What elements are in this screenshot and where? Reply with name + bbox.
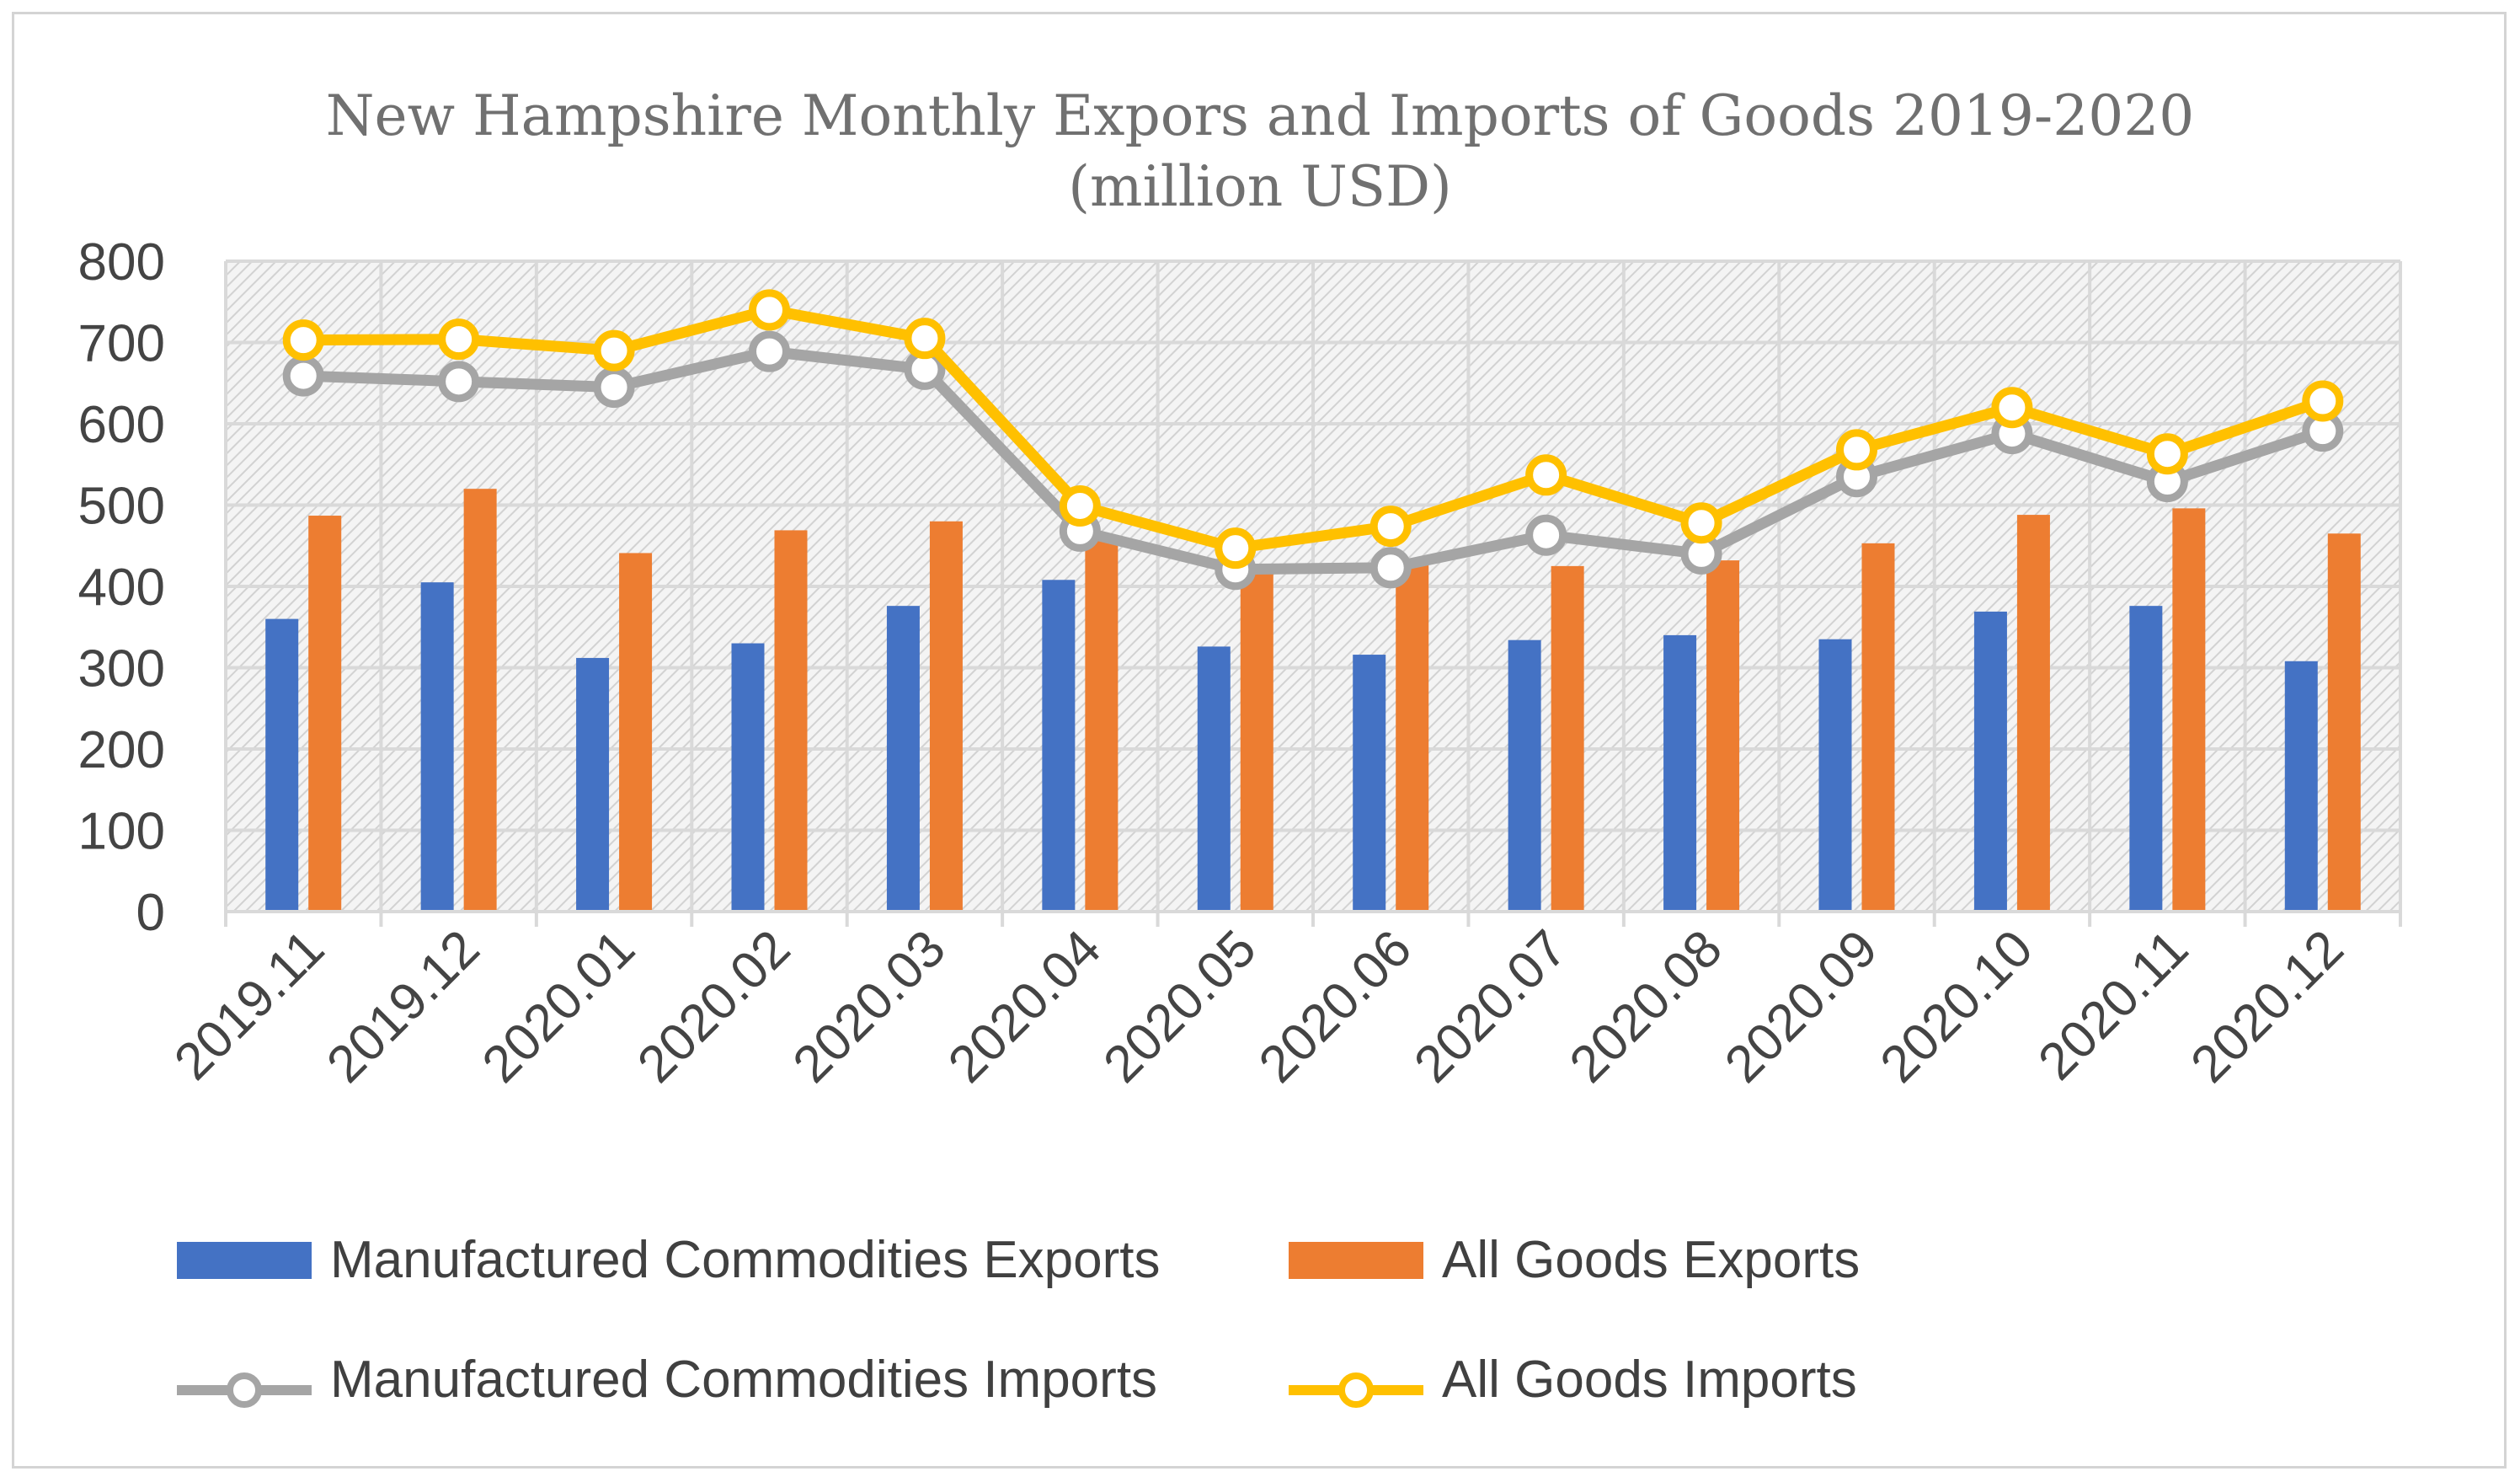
marker-all-imports	[1525, 454, 1567, 496]
legend-label-all-exports: All Goods Exports	[1442, 1231, 1861, 1289]
marker-all-imports	[1215, 527, 1257, 570]
bar-all-exports	[619, 553, 653, 912]
line-all-imports	[297, 304, 2329, 554]
bar-all-exports	[929, 521, 963, 912]
legend-swatch-mfg-imports	[177, 1362, 312, 1408]
legend-label-mfg-exports: Manufactured Commodities Exports	[330, 1231, 1161, 1289]
bar-mfg-exports	[576, 657, 610, 912]
bar-all-exports	[774, 530, 808, 912]
marker-mfg-imports	[1525, 514, 1567, 556]
x-tick-label: 2020.08	[1559, 919, 1733, 1094]
bar-mfg-exports	[1042, 580, 1076, 912]
bar-mfg-exports	[1197, 646, 1231, 912]
y-axis: 0 100 200 300 400 500 600 700 800	[78, 233, 165, 942]
chart-title: New Hampshire Monthly Expors and Imports…	[0, 81, 2520, 222]
bar-mfg-exports	[731, 643, 765, 912]
bar-mfg-exports	[2284, 661, 2318, 912]
marker-all-imports	[438, 318, 480, 361]
bar-all-exports	[1706, 560, 1740, 912]
bar-mfg-exports	[1663, 634, 1697, 912]
x-tick-label: 2020.10	[1870, 919, 2044, 1094]
x-tick-label: 2020.07	[1403, 919, 1578, 1094]
bar-mfg-exports	[2129, 606, 2163, 912]
bar-all-exports	[1396, 563, 1429, 912]
bar-mfg-exports	[1353, 655, 1386, 912]
y-tick-label: 600	[78, 396, 165, 454]
marker-mfg-imports	[438, 361, 480, 403]
legend-item-mfg-exports: Manufactured Commodities Exports	[177, 1230, 1161, 1290]
bar-all-exports	[1085, 539, 1119, 912]
legend-label-all-imports: All Goods Imports	[1442, 1351, 1857, 1409]
bar-all-exports	[1861, 543, 1895, 912]
y-tick-label: 500	[78, 478, 165, 536]
y-tick-label: 200	[78, 721, 165, 779]
y-tick-label: 700	[78, 315, 165, 373]
bar-mfg-exports	[886, 606, 920, 912]
x-tick-label: 2020.12	[2180, 919, 2354, 1094]
legend-item-mfg-imports: Manufactured Commodities Imports	[177, 1350, 1157, 1410]
bar-all-exports	[1551, 565, 1584, 912]
marker-all-imports	[1991, 387, 2033, 429]
legend-item-all-imports: All Goods Imports	[1289, 1350, 1857, 1410]
x-tick-label: 2020.06	[1248, 919, 1423, 1094]
legend-swatch-all-imports	[1289, 1362, 1423, 1408]
x-tick-label: 2020.09	[1714, 919, 1888, 1094]
marker-all-imports	[749, 289, 790, 331]
bar-all-exports	[308, 516, 342, 912]
marker-all-imports	[1680, 502, 1722, 544]
marker-all-imports	[1059, 484, 1101, 527]
legend-item-all-exports: All Goods Exports	[1289, 1230, 1860, 1290]
y-tick-label: 0	[136, 884, 165, 942]
bar-all-exports	[2172, 508, 2206, 912]
bar-all-exports	[463, 489, 497, 912]
marker-mfg-imports	[1369, 547, 1412, 589]
legend-swatch-mfg-exports	[177, 1241, 312, 1279]
bar-all-exports	[2016, 515, 2050, 912]
x-tick-label: 2020.02	[627, 919, 801, 1094]
marker-mfg-imports	[749, 330, 790, 372]
marker-mfg-imports	[282, 355, 324, 397]
x-tick-label: 2020.03	[782, 919, 957, 1094]
bar-all-exports	[1240, 571, 1273, 912]
x-tick-label: 2020.01	[472, 919, 646, 1094]
bar-series	[265, 489, 2361, 912]
x-tick-label: 2020.11	[2027, 919, 2199, 1091]
y-tick-label: 800	[78, 233, 165, 292]
legend-swatch-all-exports	[1289, 1241, 1423, 1279]
legend-label-mfg-imports: Manufactured Commodities Imports	[330, 1351, 1158, 1409]
marker-all-imports	[1836, 429, 1877, 471]
marker-all-imports	[1369, 506, 1412, 548]
bar-mfg-exports	[1818, 639, 1852, 912]
line-mfg-imports	[297, 345, 2329, 575]
line-series	[282, 289, 2344, 591]
x-axis: 2019.112019.122020.012020.022020.032020.…	[163, 910, 2402, 1094]
marker-all-imports	[2302, 380, 2344, 422]
marker-all-imports	[282, 319, 324, 361]
x-tick-label: 2019.11	[163, 919, 335, 1091]
x-tick-label: 2019.12	[316, 919, 490, 1094]
bar-mfg-exports	[1508, 639, 1541, 912]
x-tick-label: 2020.05	[1092, 919, 1267, 1094]
chart-title-line1: New Hampshire Monthly Expors and Imports…	[325, 83, 2195, 148]
marker-mfg-imports	[593, 366, 635, 409]
bar-mfg-exports	[265, 618, 299, 912]
y-tick-label: 400	[78, 559, 165, 617]
bar-all-exports	[2327, 533, 2361, 912]
y-tick-label: 100	[78, 803, 165, 861]
bar-mfg-exports	[420, 582, 454, 912]
marker-all-imports	[2146, 433, 2188, 475]
bar-mfg-exports	[1973, 611, 2007, 912]
marker-all-imports	[593, 329, 635, 372]
marker-all-imports	[904, 318, 946, 360]
x-tick-label: 2020.04	[937, 919, 1112, 1094]
y-tick-label: 300	[78, 640, 165, 698]
chart-title-line2: (million USD)	[1068, 154, 1452, 219]
